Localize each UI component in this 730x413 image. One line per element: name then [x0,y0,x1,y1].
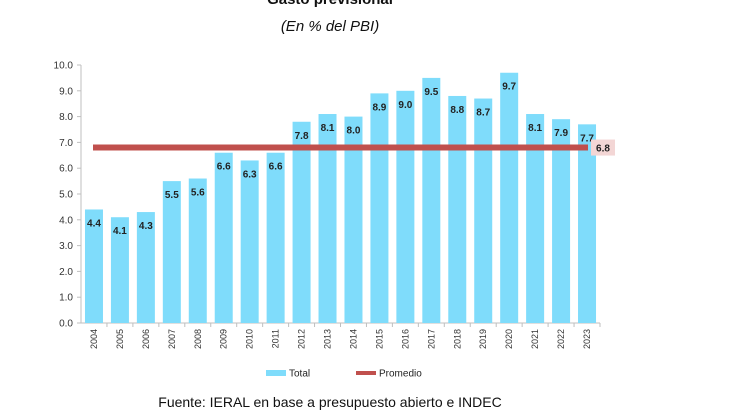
x-tick-label: 2020 [504,329,514,349]
average-data-label: 6.8 [596,144,610,155]
y-tick-label: 5.0 [59,190,73,201]
x-tick-label: 2007 [167,329,177,349]
bar [292,121,311,323]
y-tick-label: 1.0 [59,293,73,304]
x-tick-label: 2013 [323,329,333,349]
y-tick-label: 10.0 [54,61,74,72]
bar [552,119,571,324]
y-tick-label: 2.0 [59,267,73,278]
x-tick-label: 2023 [582,329,592,349]
bar-data-label: 6.6 [217,162,231,173]
y-tick-label: 0.0 [59,319,73,330]
x-tick-label: 2019 [478,329,488,349]
bar-data-label: 5.6 [191,188,205,199]
bar-data-label: 8.9 [372,102,386,113]
bar-data-label: 4.4 [87,218,101,229]
x-tick-label: 2022 [556,329,566,349]
bar-data-label: 5.5 [165,190,179,201]
bar-data-label: 7.7 [580,133,594,144]
bar [188,178,207,323]
x-tick-label: 2016 [400,329,410,349]
y-tick-label: 9.0 [59,86,73,97]
chart-title: Gasto previsional [0,0,660,8]
bar-data-label: 9.0 [398,100,412,111]
y-tick-label: 3.0 [59,241,73,252]
average-label-bg [591,139,615,156]
bar-data-label: 8.1 [528,123,542,134]
y-tick-label: 4.0 [59,215,73,226]
bar [448,95,467,324]
y-tick-label: 8.0 [59,112,73,123]
bar [110,217,129,323]
x-tick-label: 2008 [193,329,203,349]
bar-data-label: 9.7 [502,82,516,93]
bar [526,114,545,324]
x-tick-label: 2018 [452,329,462,349]
x-tick-label: 2011 [271,329,281,348]
legend-label-total: Total [289,369,310,380]
bar [344,116,363,323]
x-tick-label: 2015 [374,329,384,349]
x-tick-label: 2021 [530,329,540,349]
x-tick-label: 2017 [426,329,436,349]
bar [578,124,597,323]
bar-data-label: 8.8 [450,105,464,116]
bar-data-label: 7.9 [554,128,568,139]
bar [422,77,441,324]
x-tick-label: 2014 [348,329,358,349]
legend-swatch-total [266,370,286,376]
x-tick-label: 2009 [219,329,229,349]
bar [370,93,389,323]
bar [318,114,337,324]
x-tick-label: 2010 [245,329,255,349]
bar-data-label: 4.1 [113,226,127,237]
x-tick-label: 2004 [89,329,99,349]
bar-data-label: 4.3 [139,221,153,232]
chart-subtitle: (En % del PBI) [280,18,380,35]
bar-data-label: 8.0 [347,126,361,137]
y-tick-label: 7.0 [59,138,73,149]
x-tick-label: 2012 [297,329,307,349]
bar-data-label: 8.7 [476,108,490,119]
bar-data-label: 7.8 [295,131,309,142]
x-tick-label: 2006 [141,329,151,349]
y-tick-label: 6.0 [59,164,73,175]
legend-label-average: Promedio [379,369,422,380]
bar [500,72,519,324]
bar-data-label: 6.3 [243,169,257,180]
bar [162,181,181,323]
bar [474,98,493,323]
bar [84,209,103,323]
bar [396,90,415,323]
bar [266,152,285,323]
bar [214,152,233,323]
x-tick-label: 2005 [115,329,125,349]
bar-data-label: 9.5 [424,87,438,98]
bar [136,212,155,323]
source-note: Fuente: IERAL en base a presupuesto abie… [158,394,502,410]
bar-data-label: 6.6 [269,162,283,173]
bar [240,160,259,323]
bar-data-label: 8.1 [321,123,335,134]
